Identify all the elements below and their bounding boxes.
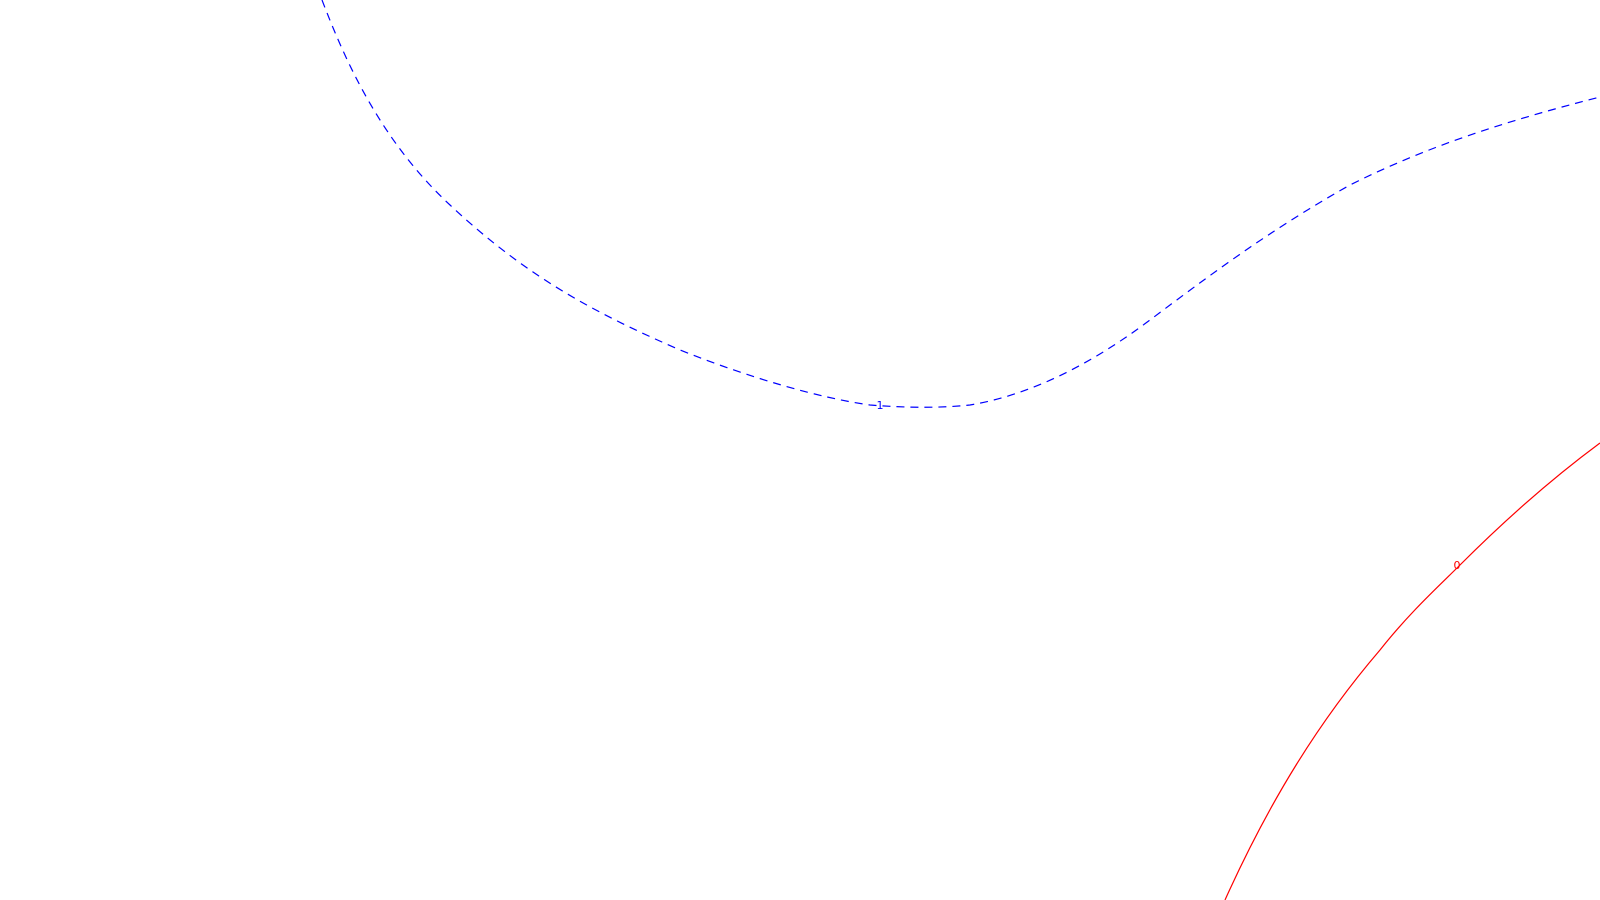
contour-label-level-1: 1 bbox=[877, 399, 884, 412]
contour-line-level-0 bbox=[1224, 442, 1600, 900]
contour-label-level-0: 0 bbox=[1454, 559, 1461, 572]
